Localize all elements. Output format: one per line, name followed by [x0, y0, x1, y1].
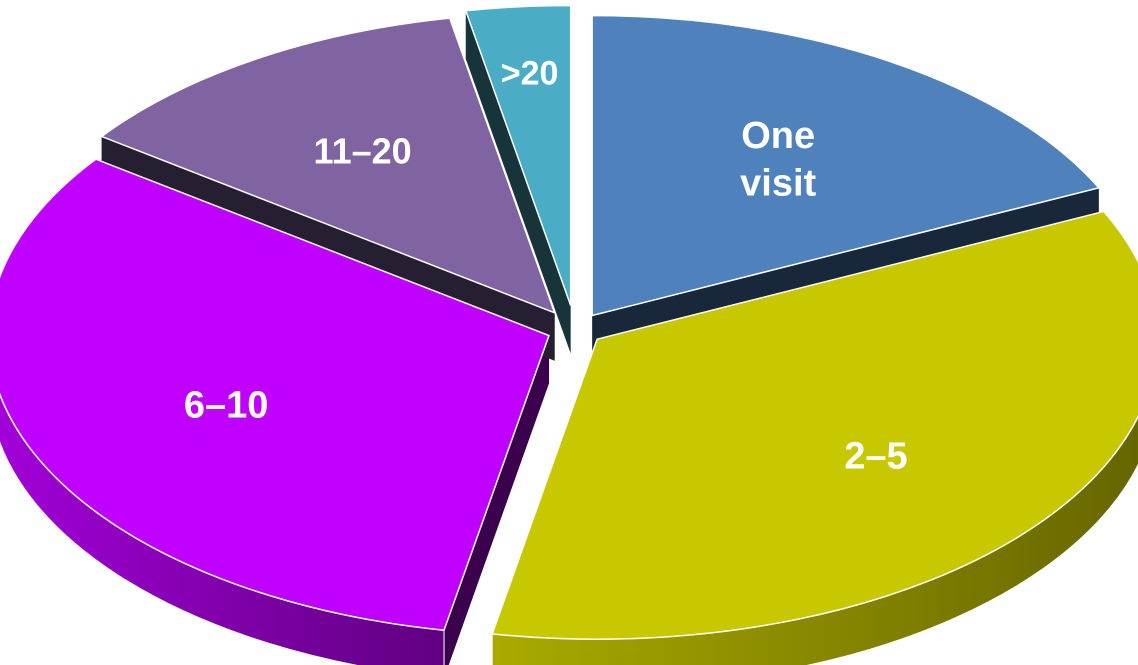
pie-labels: One visit 2–5 6–10 11–20 >20: [184, 54, 908, 477]
slice-label-gt20: >20: [501, 54, 559, 92]
slice-label-2-5: 2–5: [844, 435, 907, 477]
slice-label-6-10: 6–10: [184, 384, 269, 426]
pie-tops: [0, 4, 1138, 640]
slice-label-one-visit-line-1: One: [741, 115, 815, 157]
slice-11-20: [100, 17, 556, 315]
slice-label-one-visit-line-2: visit: [740, 163, 816, 205]
slice-one-visit: [591, 14, 1101, 317]
slice-cut-face-gt20-0: [465, 10, 571, 354]
slice-gt20: [464, 4, 572, 306]
slice-6-10: [0, 158, 550, 632]
slice-2-5: [491, 210, 1138, 640]
slice-cut-face-6-10-0: [444, 335, 549, 665]
slice-label-11-20: 11–20: [314, 130, 412, 171]
